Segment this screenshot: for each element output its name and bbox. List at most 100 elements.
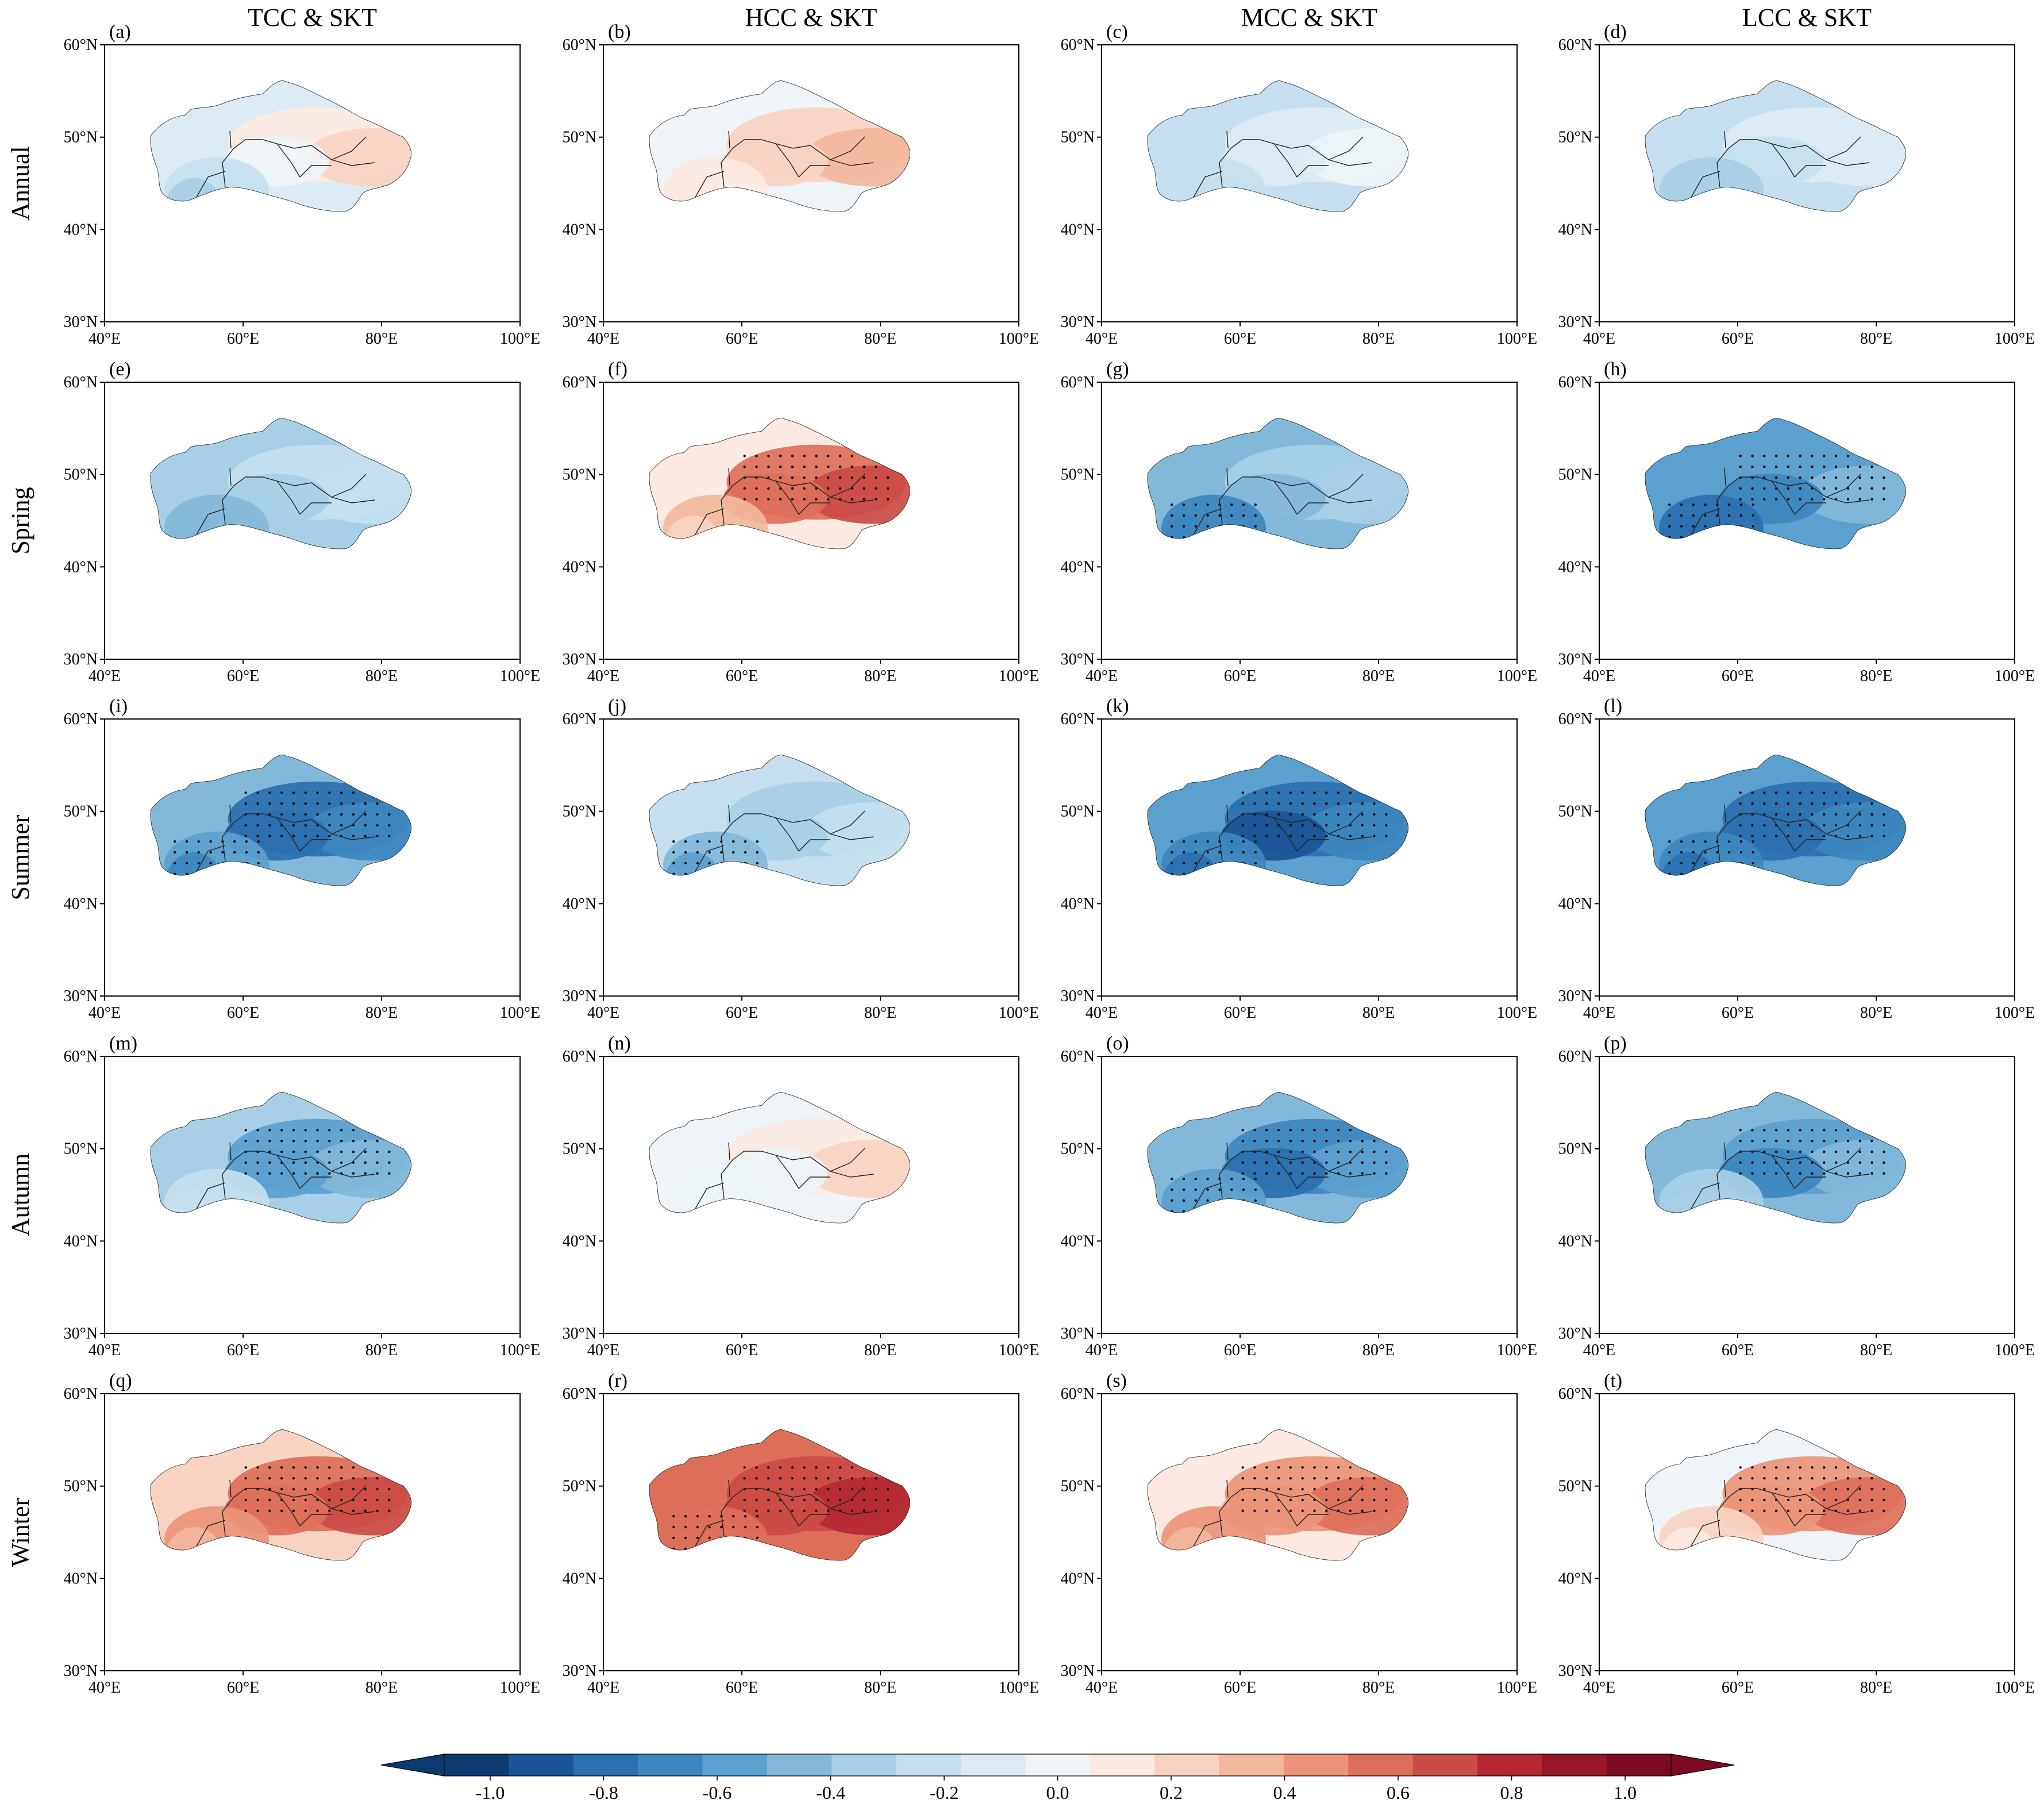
x-tick-label: 100°E bbox=[1497, 1679, 1537, 1697]
region-west bbox=[663, 516, 723, 549]
colorbar-bin bbox=[1219, 1754, 1284, 1776]
axes-frame bbox=[1599, 1056, 2015, 1334]
country-border bbox=[1771, 480, 1870, 503]
region-south bbox=[1258, 1571, 1318, 1608]
correlation-field bbox=[1147, 1429, 1409, 1619]
x-tick-label: 100°E bbox=[1995, 1679, 2035, 1697]
country-border bbox=[1273, 817, 1372, 840]
region-southeast bbox=[415, 1523, 497, 1573]
x-tick-label: 80°E bbox=[1362, 667, 1395, 685]
map-panel: (l) 40°E 60°E 80°E 100°E 60°N 50°N 40°N 30°N bbox=[1558, 695, 2035, 1022]
region-southeast bbox=[857, 1210, 911, 1224]
region-outline bbox=[649, 755, 911, 886]
region-south bbox=[1779, 902, 1868, 944]
region-south bbox=[1281, 1577, 1371, 1619]
significance-stipple bbox=[244, 1129, 391, 1175]
country-border bbox=[1691, 1182, 1720, 1209]
region-south bbox=[284, 228, 374, 270]
axes-frame bbox=[1101, 44, 1518, 322]
y-tick-label: 30°N bbox=[563, 651, 596, 668]
panel-label: (t) bbox=[1604, 1370, 1622, 1391]
map-panel: (o) 40°E 60°E 80°E 100°E 60°N 50°N 40°N 30°N bbox=[1061, 1033, 1538, 1359]
region-west bbox=[164, 1527, 224, 1561]
y-tick-label: 40°N bbox=[1558, 1232, 1592, 1250]
y-tick-label: 30°N bbox=[563, 1325, 596, 1343]
region-south bbox=[284, 1240, 374, 1282]
region-south bbox=[1779, 566, 1868, 607]
x-tick-label: 100°E bbox=[999, 1004, 1039, 1022]
significance-stipple bbox=[244, 1466, 391, 1512]
region-southeast bbox=[363, 1577, 430, 1610]
country-border bbox=[276, 1492, 375, 1515]
y-tick-label: 60°N bbox=[1061, 36, 1095, 54]
region-south bbox=[783, 228, 872, 270]
region-west bbox=[1659, 178, 1719, 212]
x-tick-label: 80°E bbox=[1860, 1679, 1892, 1697]
region-outline bbox=[649, 418, 911, 549]
y-tick-label: 30°N bbox=[563, 313, 596, 331]
region-west bbox=[708, 873, 798, 886]
country-border bbox=[1691, 508, 1720, 535]
region-west bbox=[708, 536, 798, 549]
colorbar-bin bbox=[1477, 1754, 1542, 1776]
colorbar-bin bbox=[1090, 1754, 1155, 1776]
x-tick-label: 80°E bbox=[864, 1004, 896, 1022]
region-west bbox=[164, 178, 224, 212]
y-tick-label: 40°N bbox=[563, 895, 596, 913]
region-south bbox=[1823, 1599, 1891, 1629]
x-tick-label: 60°E bbox=[1722, 1004, 1754, 1022]
map-panel: (b) 40°E 60°E 80°E 100°E 60°N 50°N 40°N 30°N bbox=[563, 21, 1040, 348]
country-border bbox=[222, 139, 278, 188]
country-border bbox=[1273, 1492, 1372, 1515]
country-border bbox=[798, 165, 830, 178]
y-tick-label: 30°N bbox=[64, 313, 98, 331]
country-border bbox=[276, 480, 375, 503]
y-tick-label: 60°N bbox=[64, 374, 98, 391]
y-tick-label: 40°N bbox=[64, 1232, 98, 1250]
region-west bbox=[1704, 1210, 1793, 1224]
country-border bbox=[1226, 1142, 1229, 1160]
country-border bbox=[276, 1155, 375, 1178]
country-border bbox=[1328, 1485, 1364, 1509]
x-tick-label: 40°E bbox=[1085, 1679, 1118, 1697]
country-border bbox=[830, 1148, 865, 1172]
region-west bbox=[663, 1190, 723, 1224]
region-south bbox=[1281, 902, 1371, 944]
region-south bbox=[1281, 1240, 1371, 1282]
region-south bbox=[1823, 1262, 1891, 1292]
correlation-field bbox=[150, 418, 412, 549]
country-border bbox=[222, 1488, 278, 1537]
axes-frame bbox=[603, 382, 1019, 660]
y-tick-label: 40°N bbox=[1061, 221, 1095, 239]
x-tick-label: 80°E bbox=[365, 330, 398, 348]
x-tick-label: 100°E bbox=[500, 1341, 540, 1359]
colorbar-tick-label: -0.6 bbox=[703, 1782, 732, 1803]
region-outline bbox=[1645, 418, 1907, 549]
region-southeast bbox=[415, 848, 497, 898]
x-tick-label: 80°E bbox=[365, 1679, 398, 1697]
region-southeast bbox=[861, 902, 929, 936]
axes-frame bbox=[104, 382, 521, 660]
country-border bbox=[1226, 805, 1229, 823]
panel-label: (j) bbox=[608, 695, 626, 717]
country-border bbox=[1273, 480, 1372, 503]
y-tick-label: 40°N bbox=[64, 1570, 98, 1587]
x-tick-label: 60°E bbox=[726, 1679, 758, 1697]
country-border bbox=[1328, 1148, 1364, 1172]
country-border bbox=[1716, 813, 1772, 862]
region-west bbox=[209, 199, 299, 212]
axes-frame bbox=[1599, 44, 2015, 322]
region-west bbox=[1659, 1527, 1719, 1561]
x-tick-label: 100°E bbox=[999, 667, 1039, 685]
country-border bbox=[299, 839, 332, 852]
axes-frame bbox=[104, 1056, 521, 1334]
country-border bbox=[728, 468, 730, 486]
region-southeast bbox=[359, 873, 412, 886]
region-southeast bbox=[1910, 174, 1992, 224]
country-border bbox=[1771, 1155, 1870, 1178]
region-south bbox=[1258, 1234, 1318, 1271]
significance-stipple bbox=[369, 543, 408, 545]
country-border bbox=[229, 1479, 232, 1498]
x-tick-label: 40°E bbox=[88, 1004, 121, 1022]
region-west bbox=[164, 1190, 224, 1224]
